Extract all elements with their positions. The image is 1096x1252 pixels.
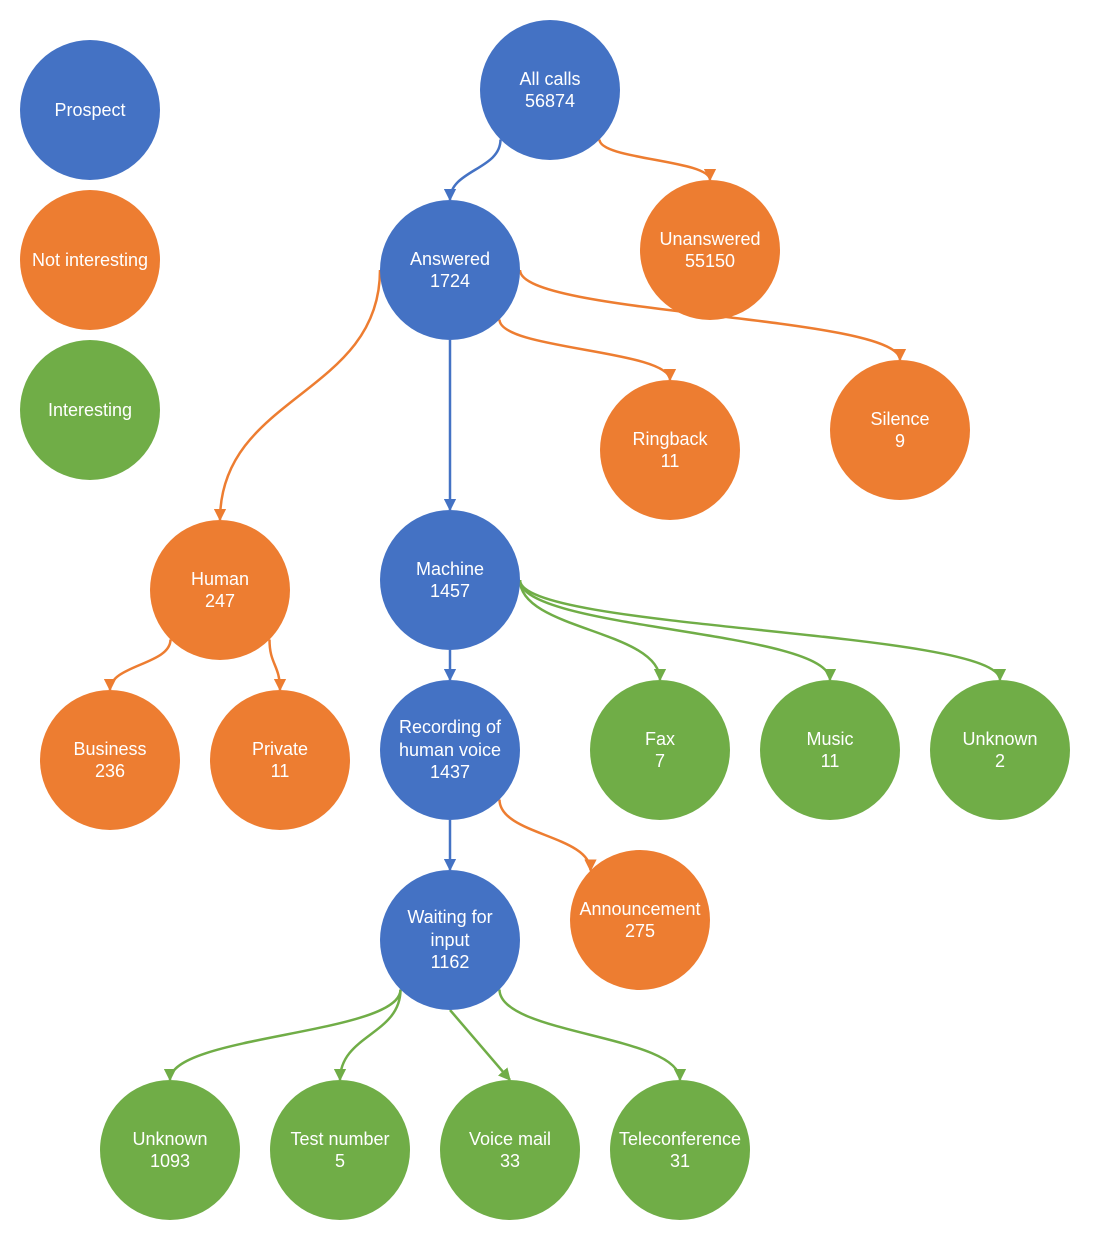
node-value: 31 — [670, 1150, 690, 1173]
edge-all-calls-to-unanswered — [599, 139, 710, 180]
node-value: 55150 — [685, 250, 735, 273]
node-label: All calls — [519, 68, 580, 91]
node-label: Business — [73, 738, 146, 761]
node-value: 9 — [895, 430, 905, 453]
node-value: 7 — [655, 750, 665, 773]
node-unknown-w: Unknown1093 — [100, 1080, 240, 1220]
edge-machine-to-fax — [520, 580, 660, 680]
legend-legend-not-interesting: Not interesting — [20, 190, 160, 330]
node-value: 1457 — [430, 580, 470, 603]
edge-all-calls-to-answered — [450, 139, 501, 200]
legend-legend-prospect: Prospect — [20, 40, 160, 180]
node-test-number: Test number5 — [270, 1080, 410, 1220]
legend-label: Prospect — [54, 99, 125, 122]
node-label: Test number — [290, 1128, 389, 1151]
node-label: Unanswered — [659, 228, 760, 251]
node-teleconference: Teleconference31 — [610, 1080, 750, 1220]
node-silence: Silence9 — [830, 360, 970, 500]
node-label: Teleconference — [619, 1128, 741, 1151]
edge-waiting-to-unknown-w — [170, 989, 401, 1080]
node-value: 1093 — [150, 1150, 190, 1173]
node-fax: Fax7 — [590, 680, 730, 820]
node-label: Answered — [410, 248, 490, 271]
node-unanswered: Unanswered55150 — [640, 180, 780, 320]
node-waiting: Waiting for input1162 — [380, 870, 520, 1010]
node-value: 11 — [661, 450, 680, 473]
diagram-canvas: Prospect Not interesting Interesting All ca… — [0, 0, 1096, 1252]
node-value: 1724 — [430, 270, 470, 293]
node-value: 2 — [995, 750, 1005, 773]
node-recording: Recording of human voice1437 — [380, 680, 520, 820]
node-all-calls: All calls56874 — [480, 20, 620, 160]
edge-human-to-private — [269, 639, 280, 690]
node-label: Fax — [645, 728, 675, 751]
edge-recording-to-announcement — [499, 799, 590, 870]
edge-machine-to-unknown-m — [520, 580, 1000, 680]
node-label: Music — [806, 728, 853, 751]
node-announcement: Announcement275 — [570, 850, 710, 990]
node-label: Voice mail — [469, 1128, 551, 1151]
node-label: Machine — [416, 558, 484, 581]
node-label: Human — [191, 568, 249, 591]
node-machine: Machine1457 — [380, 510, 520, 650]
node-music: Music11 — [760, 680, 900, 820]
node-label: Unknown — [962, 728, 1037, 751]
edge-human-to-business — [110, 639, 171, 690]
node-label: Private — [252, 738, 308, 761]
legend-label: Interesting — [48, 399, 132, 422]
node-business: Business236 — [40, 690, 180, 830]
node-voice-mail: Voice mail33 — [440, 1080, 580, 1220]
edge-waiting-to-teleconference — [499, 989, 680, 1080]
node-label: Announcement — [579, 898, 700, 921]
node-value: 236 — [95, 760, 125, 783]
edge-waiting-to-voice-mail — [450, 1010, 510, 1080]
node-value: 247 — [205, 590, 235, 613]
node-label: Recording of human voice — [388, 716, 512, 761]
node-unknown-m: Unknown2 — [930, 680, 1070, 820]
node-value: 1162 — [431, 951, 470, 974]
node-label: Unknown — [132, 1128, 207, 1151]
node-human: Human247 — [150, 520, 290, 660]
edge-waiting-to-test-number — [340, 989, 401, 1080]
node-value: 11 — [271, 760, 290, 783]
edge-answered-to-human — [220, 270, 380, 520]
node-value: 11 — [821, 750, 840, 773]
node-answered: Answered1724 — [380, 200, 520, 340]
legend-label: Not interesting — [32, 249, 148, 272]
edge-machine-to-music — [520, 580, 830, 680]
node-private: Private11 — [210, 690, 350, 830]
node-value: 33 — [500, 1150, 520, 1173]
node-value: 275 — [625, 920, 655, 943]
node-label: Waiting for input — [388, 906, 512, 951]
node-ringback: Ringback11 — [600, 380, 740, 520]
legend-legend-interesting: Interesting — [20, 340, 160, 480]
node-value: 1437 — [430, 761, 470, 784]
edge-answered-to-ringback — [499, 319, 670, 380]
node-label: Silence — [870, 408, 929, 431]
node-value: 56874 — [525, 90, 575, 113]
node-value: 5 — [335, 1150, 345, 1173]
node-label: Ringback — [632, 428, 707, 451]
